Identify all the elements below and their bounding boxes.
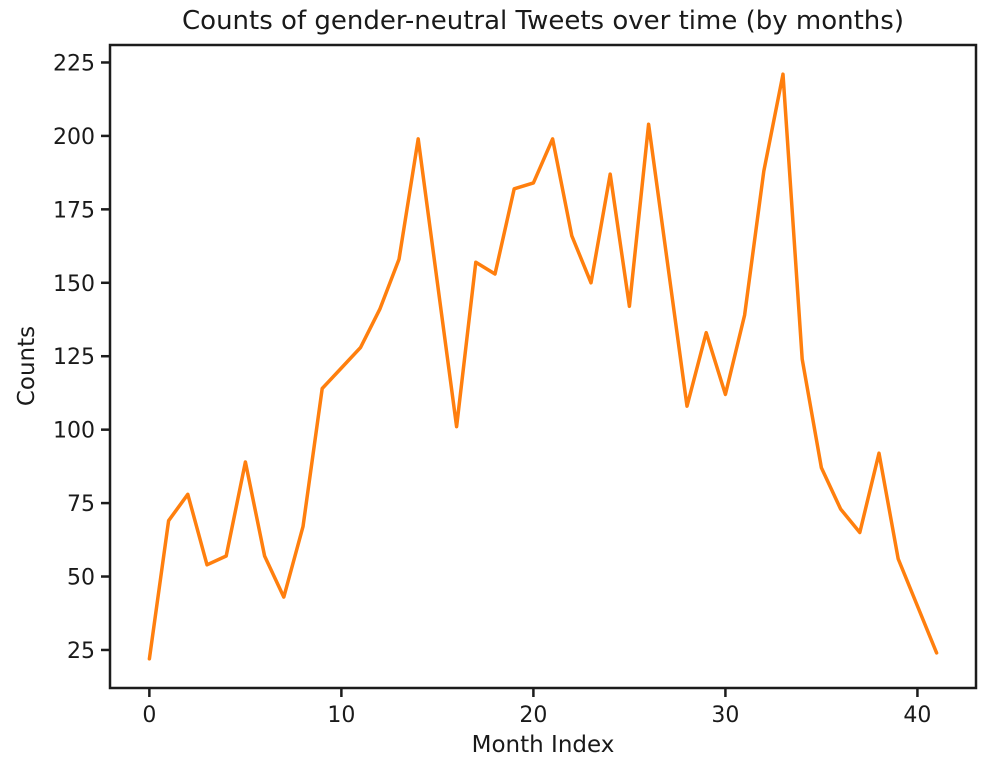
y-tick-label: 75 (67, 492, 95, 517)
y-tick-label: 200 (53, 125, 95, 150)
x-tick-label: 10 (327, 703, 355, 728)
x-tick-label: 20 (519, 703, 547, 728)
plot-border (108, 43, 978, 690)
y-tick-label: 50 (67, 566, 95, 591)
x-tick-label: 30 (711, 703, 739, 728)
y-tick-label: 25 (67, 639, 95, 664)
y-tick-label: 150 (53, 272, 95, 297)
tweet-counts-line (147, 72, 939, 661)
y-tick-label: 100 (53, 419, 95, 444)
y-tick-label: 175 (53, 198, 95, 223)
chart-title: Counts of gender-neutral Tweets over tim… (182, 6, 904, 36)
x-axis-label: Month Index (471, 732, 615, 758)
x-tick-label: 0 (142, 703, 156, 728)
x-tick-label: 40 (903, 703, 931, 728)
y-tick-label: 225 (53, 51, 95, 76)
y-tick-label: 125 (53, 345, 95, 370)
